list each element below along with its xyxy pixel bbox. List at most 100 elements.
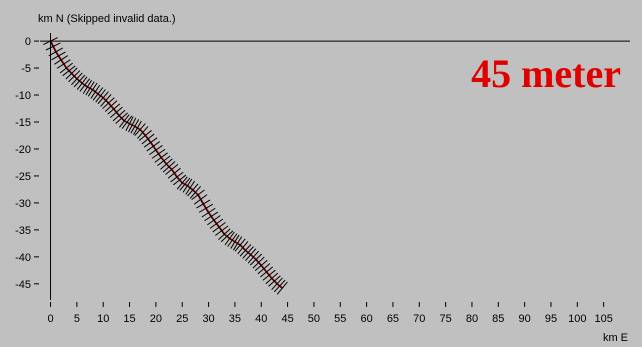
x-tick-label: 55 [334,313,346,325]
track-point-marker [154,152,168,163]
distance-annotation: 45 meter [471,51,621,96]
track-point-marker [247,250,259,264]
x-ticks: 0 5 10 15 20 25 30 35 40 45 50 55 60 65 70 75 80 85 90 95 10… [47,302,613,325]
track-point-marker [172,174,187,186]
track-point-marker [207,215,221,226]
x-tick-label: 75 [440,313,452,325]
track-point-marker [193,194,208,205]
track-point-marker [201,207,216,218]
track-point-marker [157,155,171,167]
track-point-marker [59,62,73,74]
track-point-marker [167,167,181,179]
track-point-marker [204,211,219,222]
y-tick-label: -30 [15,198,31,210]
x-tick-label: 15 [123,313,135,325]
track-point-marker [107,103,121,115]
y-tick-label: -20 [15,144,31,156]
x-tick-label: 20 [150,313,162,325]
track-point-marker [220,230,234,243]
track-point-marker [137,126,149,139]
track-point-marker [73,74,86,88]
track-point-marker [209,218,224,229]
x-tick-label: 90 [519,313,531,325]
track-point-marker [109,106,123,118]
track-point-marker [265,272,279,285]
track-point-marker [189,186,202,199]
x-tick-label: 105 [594,313,612,325]
track-point-marker [237,241,249,255]
track-point-marker [119,114,130,128]
axes [40,33,630,300]
x-tick-label: 0 [47,313,53,325]
track-point-marker [141,133,155,145]
track-point-marker [104,100,118,112]
track-point-marker [95,89,106,103]
y-tick-label: -5 [21,63,31,75]
track-point-marker [239,244,252,257]
x-tick-label: 95 [545,313,557,325]
track-point-marker [90,84,101,99]
track-point-marker [85,81,95,96]
track-point-marker [56,59,71,69]
track-point-marker [271,277,283,291]
track-point-marker [149,145,163,156]
track-point-marker [176,176,188,190]
track-point-marker [121,115,133,129]
x-axis-title: km E [603,332,628,344]
track-point-marker [249,253,263,266]
x-tick-label: 50 [308,313,320,325]
y-tick-label: -40 [15,252,31,264]
track-point-marker [227,233,238,247]
series-track [43,37,288,295]
track-point-marker [97,91,109,105]
x-tick-label: 70 [413,313,425,325]
track-point-marker [130,119,140,134]
track-point-marker [242,246,254,259]
track-point-marker [254,259,268,272]
y-tick-label: -10 [15,90,31,102]
track-point-marker [79,78,91,92]
track-point-marker [165,164,179,175]
y-axis-title: km N (Skipped invalid data.) [38,13,176,25]
x-tick-label: 30 [202,313,214,325]
track-point-marker [151,148,166,159]
track-point-marker [162,161,176,173]
track-point-marker [54,55,69,65]
track-point-marker [185,180,195,195]
x-tick-label: 65 [387,313,399,325]
x-tick-label: 5 [74,313,80,325]
x-tick-label: 10 [97,313,109,325]
track-point-marker [259,266,274,278]
track-point-marker [262,269,276,281]
track-point-marker [234,238,246,252]
track-point-marker [133,120,142,136]
track-point-marker [245,248,257,262]
track-point-marker [76,76,88,90]
track-point-marker [125,116,134,131]
track-point-marker [115,112,128,124]
x-tick-label: 100 [568,313,586,325]
track-point-marker [198,203,214,213]
x-tick-label: 85 [492,313,504,325]
track-point-marker [273,279,286,293]
track-point-marker [230,234,240,249]
y-tick-label: -35 [15,225,31,237]
track-point-marker [48,47,64,57]
y-ticks: 0 -5 -10 -15 -20 -25 -30 -35 -40 -45 [15,36,39,291]
track-point-marker [170,171,184,183]
y-tick-label: 0 [25,36,31,48]
track-point-marker [212,221,226,233]
track-point-marker [100,94,112,107]
track-point-marker [102,97,115,109]
x-tick-label: 80 [466,313,478,325]
track-point-marker [224,231,235,246]
x-tick-label: 25 [176,313,188,325]
y-tick-label: -25 [15,171,31,183]
track-point-marker [128,117,137,133]
track-point-marker [71,72,83,86]
x-tick-label: 40 [255,313,267,325]
track-point-marker [187,183,199,197]
track-point-marker [134,123,146,136]
track-point-marker [268,275,281,287]
